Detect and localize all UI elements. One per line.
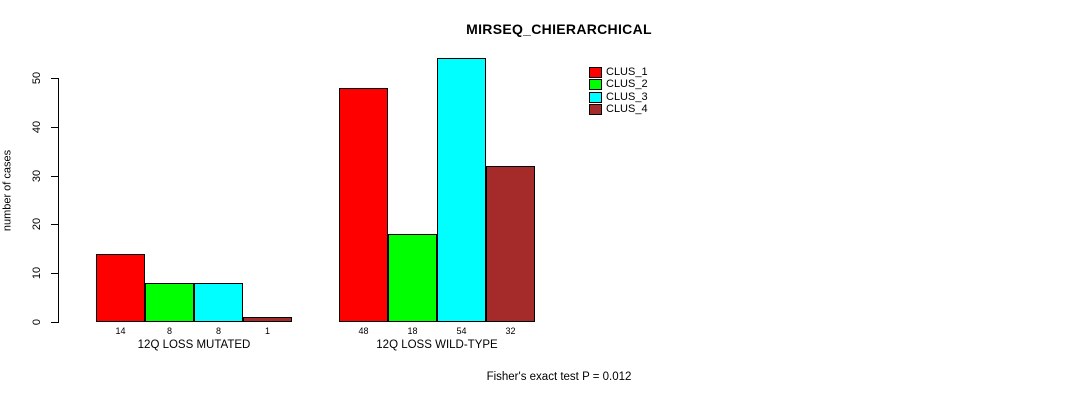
bar-clus_4-group2 xyxy=(486,165,535,322)
bar-value-label: 48 xyxy=(358,326,369,336)
bar-value-label: 1 xyxy=(264,326,270,336)
y-tick-label-40: 40 xyxy=(31,120,43,133)
legend-swatch-clus_4 xyxy=(589,104,602,116)
bar-value-label: 32 xyxy=(505,326,516,336)
bar-clus_1-group2 xyxy=(339,87,388,322)
y-tick-mark-30 xyxy=(51,175,58,177)
y-axis-line xyxy=(58,78,59,323)
legend-swatch-clus_3 xyxy=(589,91,602,103)
bar-clus_3-group2 xyxy=(437,58,486,322)
y-tick-mark-0 xyxy=(51,322,58,323)
bar-clus_2-group2 xyxy=(388,234,437,322)
annotation-fisher-test: Fisher's exact test P = 0.012 xyxy=(486,371,632,383)
y-tick-mark-50 xyxy=(51,78,58,79)
bar-value-label: 14 xyxy=(115,326,126,336)
x-group-label-mutated: 12Q LOSS MUTATED xyxy=(137,339,251,351)
bar-value-label: 54 xyxy=(456,326,467,336)
legend-swatch-clus_1 xyxy=(589,66,602,78)
bar-clus_3-group1 xyxy=(194,282,243,322)
y-axis-label: number of cases xyxy=(1,149,14,232)
bar-clus_2-group1 xyxy=(145,282,194,322)
bar-clus_1-group1 xyxy=(96,253,145,322)
legend-label-clus_4: CLUS_4 xyxy=(606,103,648,116)
bar-value-label: 18 xyxy=(407,326,418,336)
legend-label-clus_3: CLUS_3 xyxy=(606,90,648,103)
y-tick-label-0: 0 xyxy=(31,318,43,326)
y-tick-mark-20 xyxy=(51,224,58,226)
legend-label-clus_2: CLUS_2 xyxy=(606,78,648,91)
bar-clus_4-group1 xyxy=(243,317,292,322)
chart-title: MIRSEQ_CHIERARCHICAL xyxy=(466,21,652,37)
bar-value-label: 8 xyxy=(166,326,172,336)
y-tick-label-10: 10 xyxy=(31,267,43,280)
y-tick-mark-10 xyxy=(51,273,58,275)
y-tick-label-30: 30 xyxy=(31,169,43,182)
x-group-label-wildtype: 12Q LOSS WILD-TYPE xyxy=(376,339,498,351)
bar-value-label: 8 xyxy=(215,326,221,336)
y-tick-mark-40 xyxy=(51,126,58,128)
legend-label-clus_1: CLUS_1 xyxy=(606,65,648,78)
legend-swatch-clus_2 xyxy=(589,79,602,91)
y-tick-label-50: 50 xyxy=(31,71,43,85)
y-tick-label-20: 20 xyxy=(31,218,43,231)
